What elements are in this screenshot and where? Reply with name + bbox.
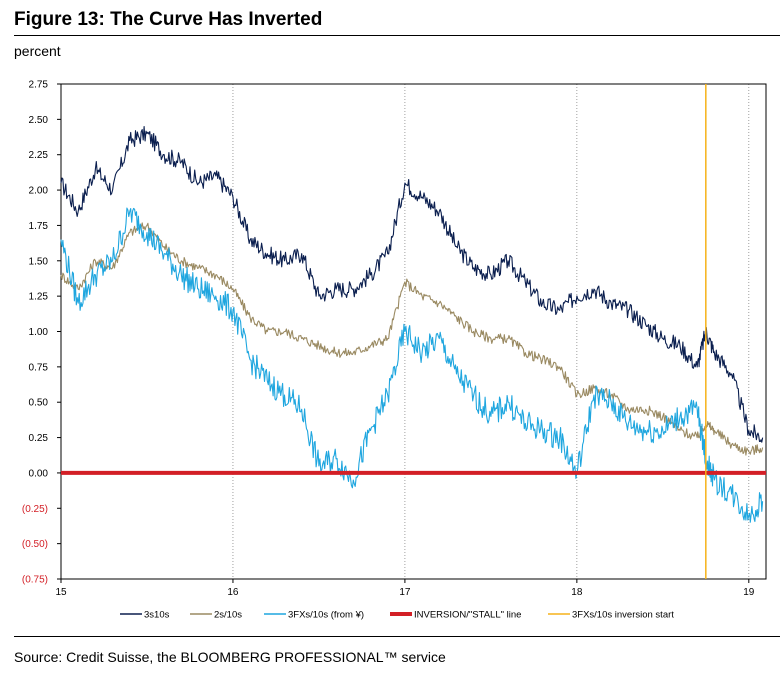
unit-label: percent — [14, 43, 61, 59]
y-tick-label: 1.50 — [29, 256, 49, 267]
x-tick-label: 19 — [743, 587, 755, 598]
legend-label: INVERSION/"STALL" line — [414, 610, 521, 621]
y-tick-label: 2.50 — [29, 115, 49, 126]
x-tick-label: 17 — [399, 587, 411, 598]
y-tick-label: 0.50 — [29, 398, 49, 409]
y-tick-label: 2.00 — [29, 186, 49, 197]
legend-label: 3s10s — [144, 610, 170, 621]
y-tick-label: 2.25 — [29, 150, 49, 161]
series-lines — [60, 126, 764, 523]
title-rule — [14, 35, 780, 36]
y-tick-label: 2.75 — [29, 80, 49, 91]
series-line-1 — [60, 222, 764, 456]
y-tick-label: 0.00 — [29, 468, 49, 479]
legend-label: 2s/10s — [214, 610, 242, 621]
page-title: Figure 13: The Curve Has Inverted — [14, 9, 323, 30]
y-tick-label: 0.75 — [29, 362, 49, 373]
legend-label: 3FXs/10s inversion start — [572, 610, 674, 621]
legend: 3s10s 2s/10s 3FXs/10s (from ¥) INVERSION/"S… — [120, 610, 674, 621]
y-tick-label: (0.25) — [22, 504, 48, 515]
legend-label: 3FXs/10s (from ¥) — [288, 610, 364, 621]
x-tick-label: 16 — [227, 587, 239, 598]
y-tick-label: 1.00 — [29, 327, 49, 338]
y-tick-label: 1.75 — [29, 221, 49, 232]
source-note: Source: Credit Suisse, the BLOOMBERG PRO… — [14, 649, 446, 665]
series-line-0 — [60, 126, 764, 443]
x-axis: 15 16 17 18 19 — [55, 579, 755, 598]
x-gridlines — [232, 84, 750, 579]
y-tick-label: 1.25 — [29, 292, 49, 303]
series-line-2 — [60, 207, 764, 523]
y-tick-label: 0.25 — [29, 433, 49, 444]
plot-frame — [60, 83, 767, 580]
y-tick-label: (0.75) — [22, 575, 48, 586]
x-tick-label: 18 — [571, 587, 583, 598]
y-tick-label: (0.50) — [22, 539, 48, 550]
source-rule — [14, 636, 780, 637]
y-axis: 2.75 2.50 2.25 2.00 1.75 1.50 1.25 1.00 0.75 0.50… — [22, 80, 61, 586]
x-tick-label: 15 — [55, 587, 67, 598]
